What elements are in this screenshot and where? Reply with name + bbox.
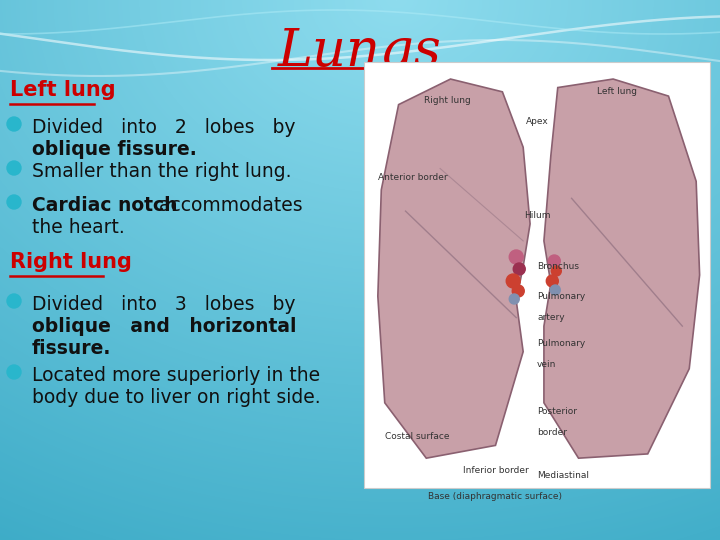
Text: Costal surface: Costal surface: [384, 433, 449, 441]
Circle shape: [512, 285, 524, 297]
Text: Cardiac notch: Cardiac notch: [32, 196, 178, 215]
Text: Right lung: Right lung: [10, 252, 132, 272]
Text: border: border: [537, 428, 567, 437]
Circle shape: [509, 250, 523, 264]
Text: vein: vein: [537, 360, 557, 369]
Text: accommodates: accommodates: [153, 196, 302, 215]
Text: the heart.: the heart.: [32, 218, 125, 237]
Polygon shape: [544, 79, 700, 458]
Circle shape: [549, 255, 560, 267]
Text: Located more superiorly in the: Located more superiorly in the: [32, 366, 320, 385]
Text: oblique   and   horizontal: oblique and horizontal: [32, 317, 297, 336]
Text: Pulmonary: Pulmonary: [537, 292, 585, 301]
Circle shape: [550, 285, 560, 295]
Circle shape: [552, 266, 562, 276]
Text: Lungs: Lungs: [278, 26, 442, 78]
Bar: [364, 62, 710, 488]
Circle shape: [506, 274, 521, 288]
Circle shape: [7, 161, 21, 175]
Text: Right lung: Right lung: [423, 96, 470, 105]
Text: oblique fissure.: oblique fissure.: [32, 140, 197, 159]
Polygon shape: [378, 79, 530, 458]
Text: fissure.: fissure.: [32, 339, 112, 358]
Text: Hilum: Hilum: [523, 211, 550, 220]
Text: Mediastinal: Mediastinal: [537, 471, 589, 480]
Text: Smaller than the right lung.: Smaller than the right lung.: [32, 162, 292, 181]
Text: Left lung: Left lung: [597, 87, 636, 96]
Text: Posterior: Posterior: [537, 407, 577, 416]
Circle shape: [7, 195, 21, 209]
Text: Base (diaphragmatic surface): Base (diaphragmatic surface): [428, 492, 562, 501]
Text: Apex: Apex: [526, 117, 549, 126]
Circle shape: [7, 117, 21, 131]
Circle shape: [509, 294, 519, 304]
Text: Inferior border: Inferior border: [463, 467, 528, 475]
Text: Divided   into   2   lobes   by: Divided into 2 lobes by: [32, 118, 295, 137]
Text: Bronchus: Bronchus: [537, 262, 579, 271]
Text: artery: artery: [537, 313, 564, 322]
Circle shape: [546, 275, 558, 287]
Circle shape: [7, 365, 21, 379]
Circle shape: [513, 263, 526, 275]
Text: Anterior border: Anterior border: [378, 172, 447, 181]
Circle shape: [7, 294, 21, 308]
Text: Pulmonary: Pulmonary: [537, 339, 585, 348]
Text: Divided   into   3   lobes   by: Divided into 3 lobes by: [32, 295, 295, 314]
Text: body due to liver on right side.: body due to liver on right side.: [32, 388, 320, 407]
Text: Left lung: Left lung: [10, 80, 116, 100]
